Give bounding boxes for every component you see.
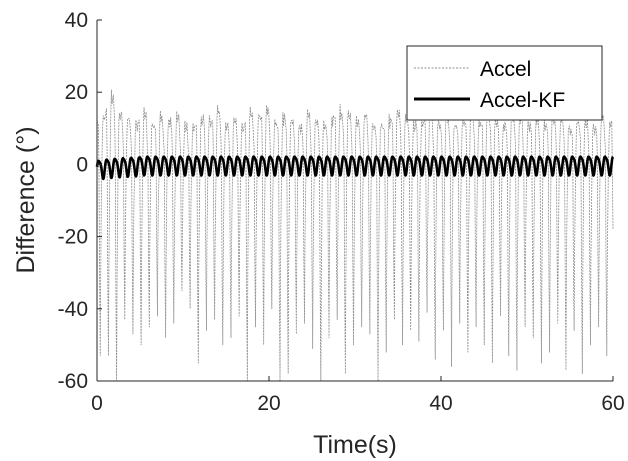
y-tick-label: 0 xyxy=(76,153,88,176)
x-axis-title: Time(s) xyxy=(313,431,397,459)
y-tick-label: -40 xyxy=(58,298,88,321)
series-layer xyxy=(95,89,615,382)
x-tick-label: 60 xyxy=(601,392,624,415)
y-tick-label: 40 xyxy=(65,9,88,32)
y-tick-label: 20 xyxy=(65,81,88,104)
x-tick-label: 20 xyxy=(257,392,280,415)
tick-labels: -60 -40 -20 0 20 40 0 20 40 60 xyxy=(58,9,625,415)
x-tick-label: 0 xyxy=(91,392,103,415)
axes xyxy=(96,19,614,382)
x-tick-label: 40 xyxy=(429,392,452,415)
series-accel-kf-line xyxy=(95,155,615,181)
legend-box xyxy=(406,45,603,121)
legend-label-accel: Accel xyxy=(480,58,531,81)
y-tick-label: -20 xyxy=(58,226,88,249)
y-tick-label: -60 xyxy=(58,370,88,393)
series-accel-line xyxy=(96,89,614,382)
legend-label-accel-kf: Accel-KF xyxy=(480,89,565,112)
legend: Accel Accel-KF xyxy=(406,45,603,121)
y-axis-title: Difference (°) xyxy=(12,126,40,273)
